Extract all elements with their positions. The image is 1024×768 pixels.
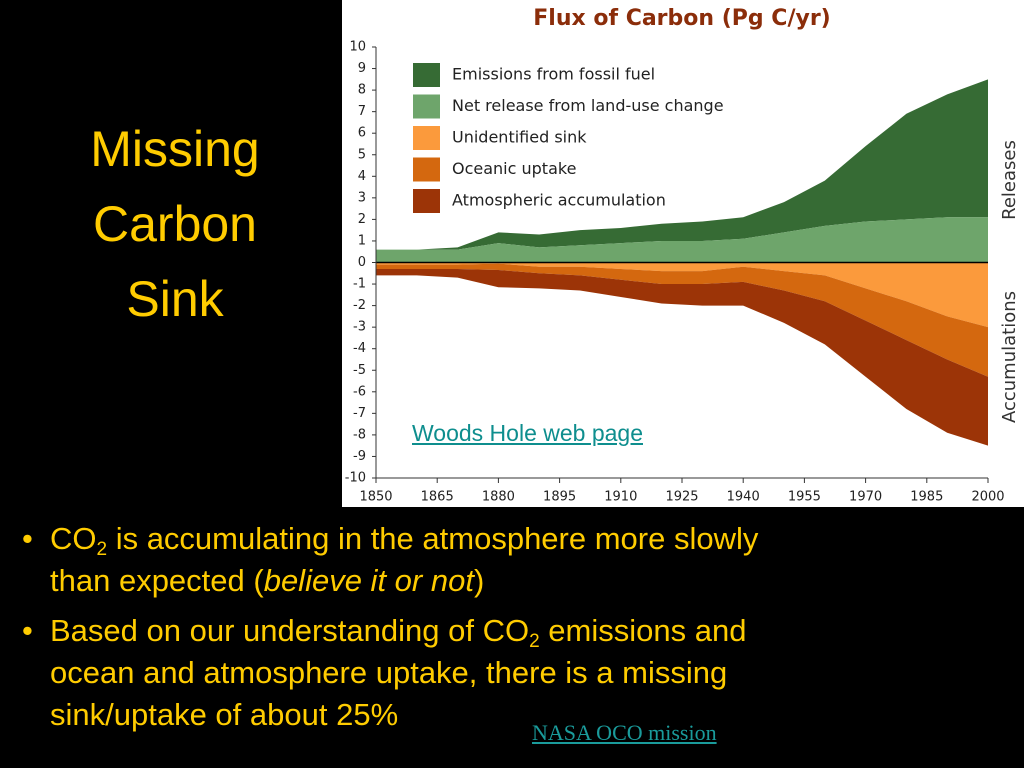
- text: is accumulating in the atmosphere more s…: [107, 521, 759, 556]
- y-tick-label: 6: [358, 126, 366, 141]
- slide-title: Missing Carbon Sink: [20, 112, 330, 337]
- x-tick-label: 1940: [727, 490, 760, 505]
- bullet-list: CO2 is accumulating in the atmosphere mo…: [22, 518, 1022, 744]
- bullet: Based on our understanding of CO2 emissi…: [22, 610, 1022, 736]
- y-tick-label: -1: [353, 277, 366, 292]
- legend-label: Emissions from fossil fuel: [452, 65, 655, 84]
- y-tick-label: -10: [345, 471, 366, 486]
- text: sink/uptake of about 25%: [50, 697, 399, 732]
- legend-swatch: [413, 94, 440, 119]
- y-tick-label: -6: [353, 384, 366, 399]
- x-tick-label: 1970: [849, 490, 882, 505]
- text: ocean and atmosphere uptake, there is a …: [50, 655, 728, 690]
- subscript: 2: [96, 539, 108, 560]
- y-tick-label: 8: [358, 83, 366, 98]
- legend-label: Atmospheric accumulation: [452, 191, 666, 210]
- text: ): [473, 563, 485, 598]
- legend-label: Unidentified sink: [452, 128, 587, 147]
- text: than expected (: [50, 563, 264, 598]
- y-tick-label: -8: [353, 427, 366, 442]
- y-tick-label: -5: [353, 363, 366, 378]
- x-tick-label: 1985: [910, 490, 943, 505]
- area: [376, 263, 988, 377]
- x-tick-label: 1850: [359, 490, 392, 505]
- x-tick-label: 1895: [543, 490, 576, 505]
- bullet: CO2 is accumulating in the atmosphere mo…: [22, 518, 1022, 602]
- y-tick-label: 2: [358, 212, 366, 227]
- x-tick-label: 1910: [604, 490, 637, 505]
- chart-title: Flux of Carbon (Pg C/yr): [533, 6, 830, 31]
- legend-label: Oceanic uptake: [452, 159, 576, 178]
- y-tick-label: 3: [358, 190, 366, 205]
- subscript: 2: [529, 631, 540, 652]
- title-line: Carbon: [93, 196, 257, 252]
- link[interactable]: NASA OCO mission: [532, 720, 717, 745]
- x-tick-label: 1880: [482, 490, 515, 505]
- area: [376, 268, 988, 446]
- y-tick-label: -9: [353, 449, 366, 464]
- legend-label: Net release from land-use change: [452, 96, 724, 115]
- legend-swatch: [413, 157, 440, 182]
- text: CO: [50, 521, 97, 556]
- italic-text: believe it or not: [263, 563, 474, 598]
- x-tick-label: 1865: [421, 490, 454, 505]
- y-tick-label: 1: [358, 233, 366, 248]
- y-tick-label: -3: [353, 320, 366, 335]
- x-tick-label: 1925: [665, 490, 698, 505]
- y-tick-label: 7: [358, 104, 366, 119]
- title-line: Sink: [126, 271, 224, 327]
- legend-swatch: [413, 63, 440, 87]
- area: [376, 217, 988, 263]
- annotation: Accumulations: [999, 291, 1020, 423]
- legend-swatch: [413, 126, 440, 150]
- legend-swatch: [413, 189, 440, 213]
- link[interactable]: Woods Hole web page: [412, 420, 643, 446]
- y-tick-label: -2: [353, 298, 366, 313]
- x-tick-label: 2000: [971, 490, 1004, 505]
- y-tick-label: -4: [353, 341, 366, 356]
- y-tick-label: 4: [358, 169, 366, 184]
- text: emissions and: [539, 613, 747, 648]
- y-tick-label: 10: [349, 40, 366, 55]
- area: [376, 79, 988, 250]
- y-tick-label: 0: [358, 255, 366, 270]
- x-tick-label: 1955: [788, 490, 821, 505]
- y-tick-label: 9: [358, 61, 366, 76]
- area: [376, 262, 988, 328]
- annotation: Releases: [999, 140, 1020, 220]
- text: Based on our understanding of CO: [50, 613, 530, 648]
- y-tick-label: 5: [358, 147, 366, 162]
- title-line: Missing: [90, 121, 260, 177]
- y-tick-label: -7: [353, 406, 366, 421]
